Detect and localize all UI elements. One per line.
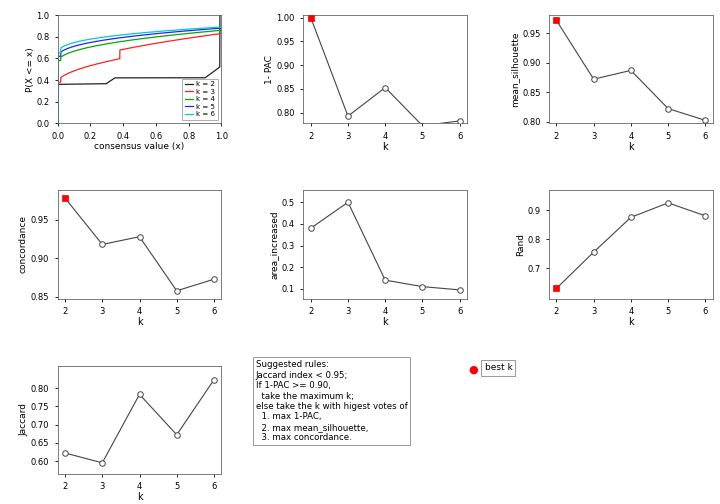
Y-axis label: area_increased: area_increased (270, 210, 279, 279)
Legend: k = 2, k = 3, k = 4, k = 5, k = 6: k = 2, k = 3, k = 4, k = 5, k = 6 (182, 79, 218, 120)
X-axis label: consensus value (x): consensus value (x) (94, 142, 184, 151)
Text: Suggested rules:
Jaccard index < 0.95;
If 1-PAC >= 0.90,
  take the maximum k;
e: Suggested rules: Jaccard index < 0.95; I… (256, 360, 408, 442)
X-axis label: k: k (137, 317, 143, 327)
X-axis label: k: k (628, 317, 634, 327)
X-axis label: k: k (628, 142, 634, 152)
Y-axis label: 1- PAC: 1- PAC (265, 55, 274, 84)
Y-axis label: P(X <= x): P(X <= x) (26, 47, 35, 92)
Text: ●: ● (468, 364, 478, 374)
X-axis label: k: k (382, 317, 388, 327)
X-axis label: k: k (382, 142, 388, 152)
Y-axis label: mean_silhouette: mean_silhouette (510, 31, 519, 107)
Text: best k: best k (485, 363, 513, 372)
Y-axis label: concordance: concordance (19, 215, 28, 274)
Y-axis label: Jaccard: Jaccard (19, 403, 28, 436)
X-axis label: k: k (137, 492, 143, 502)
Y-axis label: Rand: Rand (516, 233, 525, 256)
